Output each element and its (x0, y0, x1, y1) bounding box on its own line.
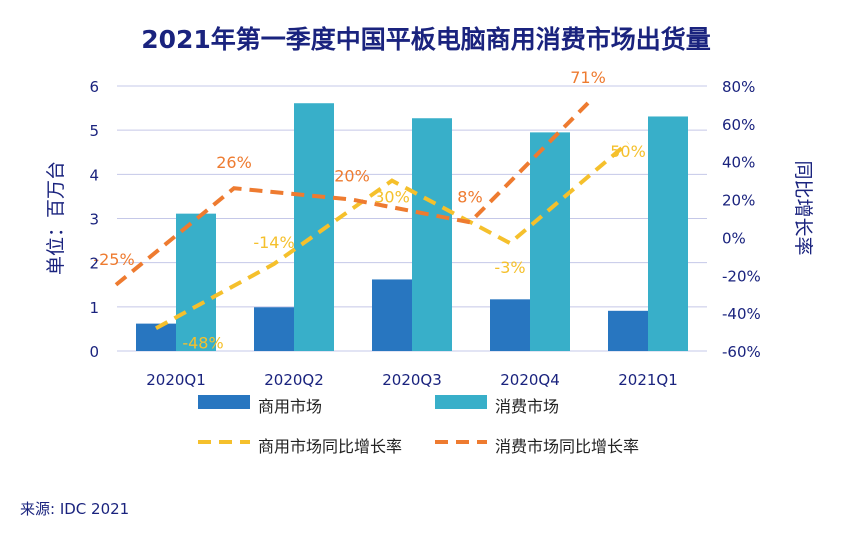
line-commercial-growth (155, 141, 630, 331)
y2-tick-label: 20% (722, 192, 755, 210)
y2-tick-label: 0% (722, 229, 746, 247)
line-consumer-growth (114, 101, 590, 287)
chart-title: 2021年第一季度中国平板电脑商用消费市场出货量 (141, 25, 711, 54)
bar-consumer (530, 132, 570, 351)
y2-axis-title: 同比增长率 (792, 160, 814, 255)
y2-tick-label: -40% (722, 305, 761, 323)
y-axis-title: 单位：百万台 (45, 161, 67, 275)
data-label: -48% (182, 333, 223, 352)
legend-label: 消费市场同比增长率 (495, 437, 639, 456)
data-label: 20% (334, 167, 370, 186)
y-tick-label: 3 (89, 211, 99, 229)
y-tick-label: 4 (89, 166, 99, 184)
y2-tick-label: 40% (722, 154, 755, 172)
lines: -48% -14% 30% -3% 50% -25% 26% 20% 8% 71% (93, 68, 645, 352)
data-label: 71% (570, 68, 606, 87)
y2-tick-label: 80% (722, 78, 755, 96)
x-tick-label: 2020Q4 (500, 371, 560, 389)
y-tick-label: 1 (89, 299, 99, 317)
x-tick-label: 2020Q2 (264, 371, 324, 389)
legend-label: 商用市场同比增长率 (258, 437, 402, 456)
y2-axis-ticks: -60% -40% -20% 0% 20% 40% 60% 80% (722, 78, 761, 361)
y2-tick-label: -20% (722, 267, 761, 285)
source-note: 来源: IDC 2021 (20, 500, 129, 518)
bar-commercial (490, 299, 530, 351)
legend-swatch (435, 395, 487, 409)
x-tick-label: 2020Q3 (382, 371, 442, 389)
data-label: 50% (610, 142, 646, 161)
data-label: 26% (216, 153, 252, 172)
data-label: -14% (253, 233, 294, 252)
data-label: 8% (457, 187, 482, 206)
y-tick-label: 5 (89, 122, 99, 140)
y-axis-ticks: 0 1 2 3 4 5 6 (89, 78, 99, 361)
bar-consumer (412, 118, 452, 351)
bar-consumer (648, 116, 688, 351)
y2-tick-label: 60% (722, 116, 755, 134)
bars (136, 103, 688, 351)
data-label: -3% (494, 258, 525, 277)
y-tick-label: 0 (89, 343, 99, 361)
bar-commercial (254, 307, 294, 351)
data-label: -25% (93, 250, 134, 269)
legend-label: 消费市场 (495, 397, 559, 416)
bar-consumer (176, 213, 216, 351)
y-tick-label: 2 (89, 255, 99, 273)
data-label: 30% (374, 188, 410, 207)
y-tick-label: 6 (89, 78, 99, 96)
x-tick-label: 2021Q1 (618, 371, 678, 389)
bar-commercial (372, 279, 412, 351)
x-tick-label: 2020Q1 (146, 371, 206, 389)
y2-tick-label: -60% (722, 343, 761, 361)
x-axis-ticks: 2020Q1 2020Q2 2020Q3 2020Q4 2021Q1 (146, 371, 678, 389)
bar-commercial (608, 310, 648, 351)
legend-swatch (198, 395, 250, 409)
legend-label: 商用市场 (258, 397, 322, 416)
